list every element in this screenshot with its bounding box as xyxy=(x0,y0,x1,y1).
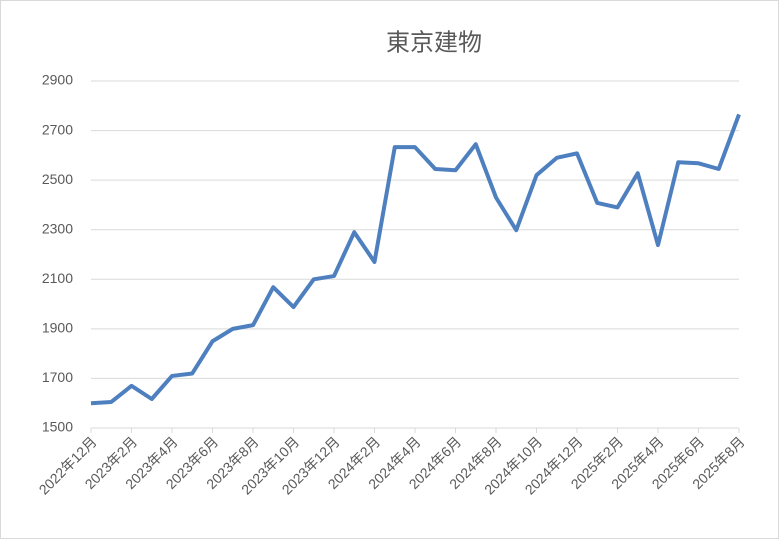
y-tick-label: 2700 xyxy=(42,121,73,137)
y-tick-label: 2900 xyxy=(42,72,73,88)
y-tick-label: 1900 xyxy=(42,320,73,336)
y-tick-label: 1500 xyxy=(42,419,73,435)
y-tick-label: 1700 xyxy=(42,369,73,385)
y-tick-label: 2300 xyxy=(42,220,73,236)
data-line xyxy=(90,113,741,406)
y-tick-label: 2500 xyxy=(42,171,73,187)
y-tick-label: 2100 xyxy=(42,270,73,286)
chart-title: 東京建物 xyxy=(386,29,482,56)
